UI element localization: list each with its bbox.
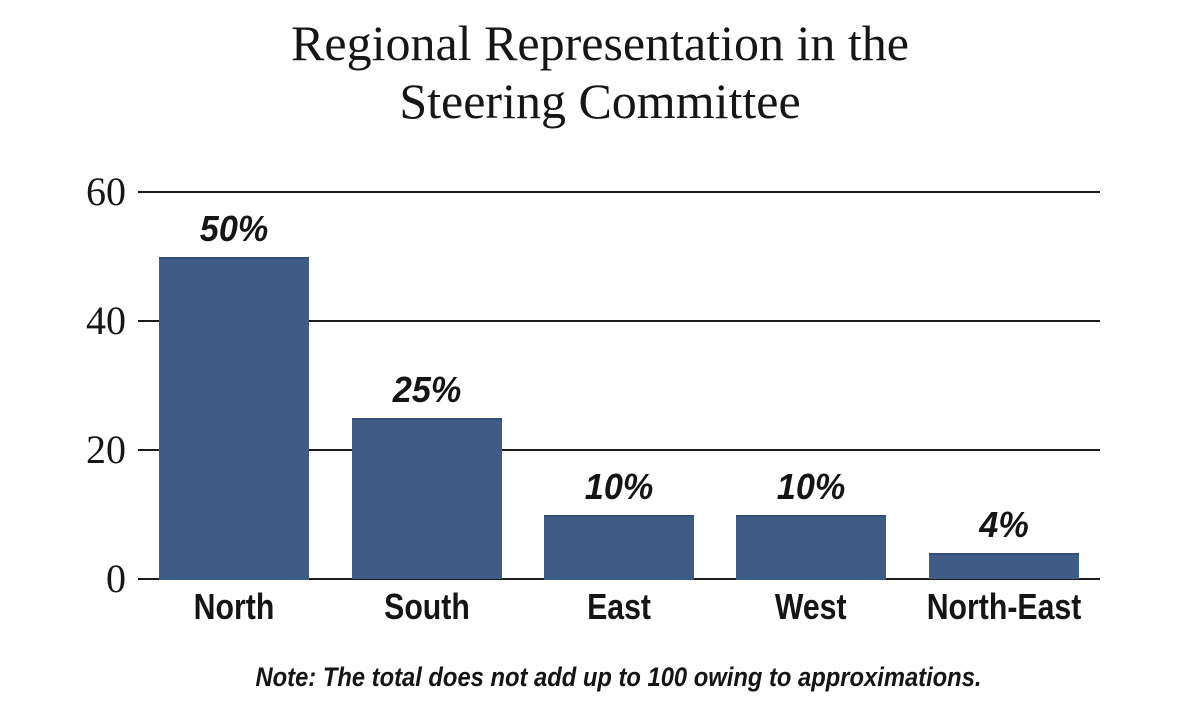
- bar-west: [736, 515, 886, 580]
- bar-value-label-south: 25%: [332, 370, 522, 410]
- y-tick-label-60: 60: [86, 169, 126, 214]
- gridline-20: [138, 449, 1100, 451]
- bar-south: [352, 418, 502, 579]
- chart-title-line1: Regional Representation in the: [291, 15, 909, 71]
- bar-value-text-south: 25%: [392, 369, 462, 410]
- bar-value-label-east: 10%: [524, 467, 714, 507]
- x-axis-text-north-east: North-East: [926, 586, 1082, 627]
- x-axis-label-north: North: [124, 587, 344, 627]
- x-axis-label-east: East: [509, 587, 729, 627]
- chart-title: Regional Representation in the Steering …: [0, 14, 1200, 130]
- footnote-text: Note: The total does not add up to 100 o…: [255, 662, 983, 692]
- x-axis-text-south: South: [384, 586, 470, 627]
- bar-value-text-north: 50%: [199, 208, 269, 249]
- x-axis-label-south: South: [317, 587, 537, 627]
- bar-north: [159, 257, 309, 580]
- x-axis-text-east: East: [587, 586, 651, 627]
- bar-value-label-north: 50%: [139, 209, 329, 249]
- x-axis-label-north-east: North-East: [894, 587, 1114, 627]
- y-tick-label-0: 0: [106, 556, 126, 601]
- bar-east: [544, 515, 694, 580]
- x-axis-label-west: West: [701, 587, 921, 627]
- gridline-40: [138, 320, 1100, 322]
- footnote: Note: The total does not add up to 100 o…: [138, 660, 1100, 694]
- bar-value-label-north-east: 4%: [909, 505, 1099, 545]
- bar-value-text-west: 10%: [776, 466, 846, 507]
- y-tick-label-20: 20: [86, 427, 126, 472]
- bar-north-east: [929, 553, 1079, 579]
- x-axis-text-north: North: [193, 586, 275, 627]
- x-axis-text-west: West: [775, 586, 847, 627]
- bar-value-text-north-east: 4%: [979, 504, 1029, 545]
- chart-title-line2: Steering Committee: [399, 73, 801, 129]
- y-tick-label-40: 40: [86, 298, 126, 343]
- gridline-60: [138, 191, 1100, 193]
- bar-value-text-east: 10%: [584, 466, 654, 507]
- bar-value-label-west: 10%: [716, 467, 906, 507]
